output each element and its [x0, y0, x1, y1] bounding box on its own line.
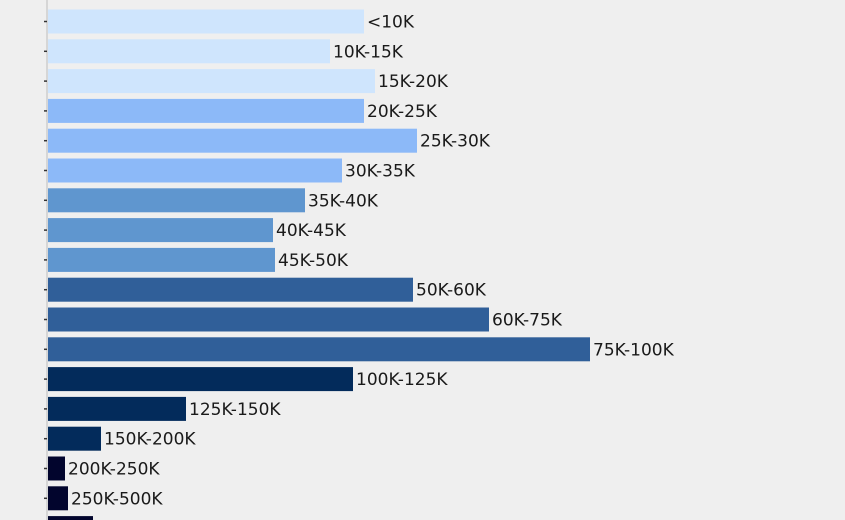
- bar-label: 15K-20K: [378, 72, 449, 92]
- bar-label: 250K-500K: [71, 489, 163, 509]
- bar: [48, 69, 375, 94]
- bar-label: <10K: [367, 13, 415, 33]
- bar-label: 200K-250K: [68, 460, 160, 480]
- bar: [48, 98, 364, 123]
- bar: [48, 39, 330, 64]
- bar: [48, 277, 413, 302]
- bar-label: 20K-25K: [367, 102, 438, 122]
- bar: [48, 188, 305, 213]
- bar-label: 125K-150K: [189, 400, 281, 420]
- bar-label: 75K-100K: [593, 340, 675, 360]
- bar: [48, 158, 342, 183]
- bar: [48, 367, 353, 392]
- bar-label: 60K-75K: [492, 311, 563, 331]
- bar: [48, 456, 65, 481]
- bar-label: 150K-200K: [104, 430, 196, 450]
- bar: [48, 337, 590, 362]
- bar: [48, 247, 275, 272]
- bar-label: 35K-40K: [308, 191, 379, 211]
- bar-label: 40K-45K: [276, 221, 347, 241]
- bar-label: 25K-30K: [420, 132, 491, 152]
- bar: [48, 128, 417, 153]
- bar: [48, 486, 68, 511]
- bar: [48, 426, 101, 451]
- bar: [48, 516, 93, 520]
- bar-label: 10K-15K: [333, 42, 404, 62]
- bar-label: 45K-50K: [278, 251, 349, 271]
- bar: [48, 396, 186, 421]
- bar-label: 30K-35K: [345, 162, 416, 182]
- bar-label: 50K-60K: [416, 281, 487, 301]
- bar: [48, 307, 489, 332]
- bar-label: 100K-125K: [356, 370, 448, 390]
- bar: [48, 9, 364, 34]
- bar: [48, 218, 273, 243]
